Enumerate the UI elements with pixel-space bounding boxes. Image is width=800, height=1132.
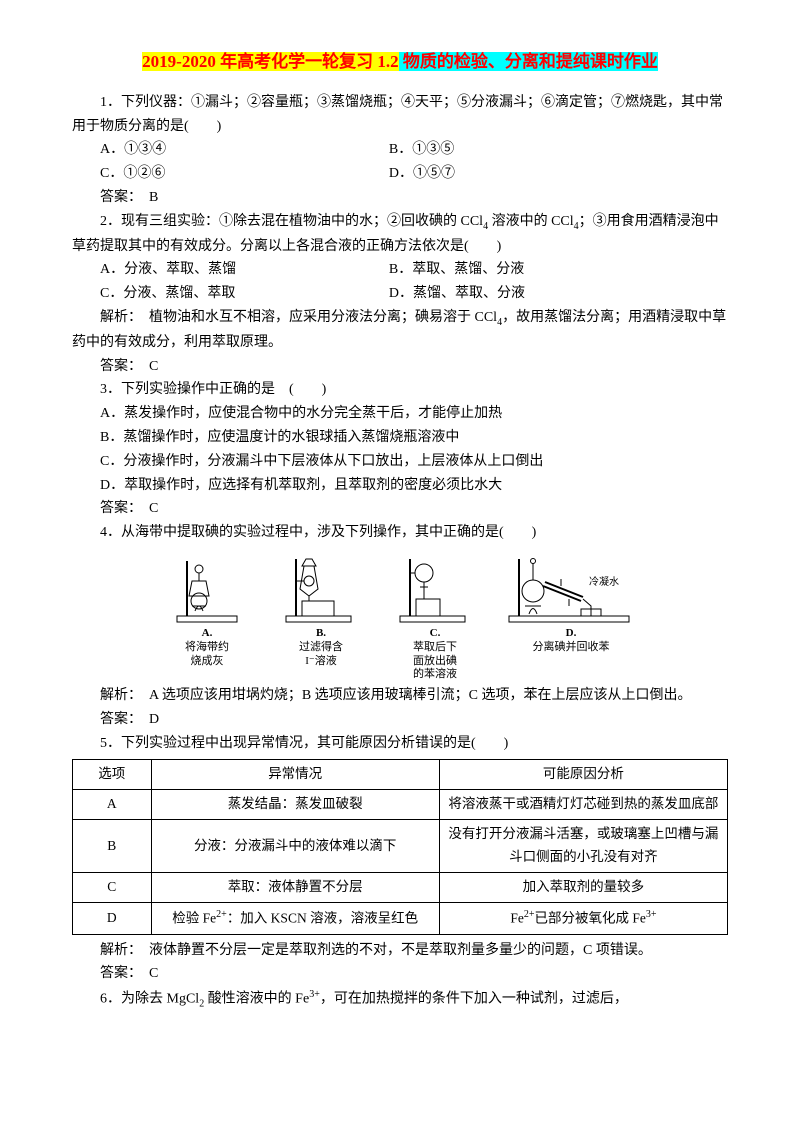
q6-stem: 6．为除去 MgCl2 酸性溶液中的 Fe3+，可在加热搅拌的条件下加入一种试剂… [72, 986, 728, 1012]
q3-opt-a: A．蒸发操作时，应使混合物中的水分完全蒸干后，才能停止加热 [72, 402, 728, 426]
fig-a-l2: 烧成灰 [185, 655, 229, 669]
q1-opt-b: B．①③⑤ [389, 138, 728, 162]
q3-stem: 3．下列实验操作中正确的是 ( ) [72, 378, 728, 402]
cell-a3: 将溶液蒸干或酒精灯灯芯碰到热的蒸发皿底部 [439, 790, 727, 820]
q5-answer: 答案： C [72, 962, 728, 986]
d2s: 2+ [216, 909, 227, 920]
q6-sup: 3+ [309, 989, 320, 1000]
q2-opt-c: C．分液、蒸馏、萃取 [100, 282, 389, 306]
fig-a-tag: A. [202, 627, 213, 639]
q2-answer: 答案： C [72, 355, 728, 379]
q4-fig-c: C. 萃取后下 面放出碘 的苯溶液 [387, 551, 483, 682]
q6-t1: 6．为除去 MgCl [100, 992, 199, 1007]
fig-d-l1: 分离碘并回收苯 [533, 641, 610, 655]
table-row: A 蒸发结晶：蒸发皿破裂 将溶液蒸干或酒精灯灯芯碰到热的蒸发皿底部 [73, 790, 728, 820]
q1-options-row1: A．①③④ B．①③⑤ [100, 138, 728, 162]
page-title: 2019-2020 年高考化学一轮复习 1.2 物质的检验、分离和提纯课时作业 [72, 48, 728, 77]
q2-opt-a: A．分液、萃取、蒸馏 [100, 258, 389, 282]
q3-opt-d: D．萃取操作时，应选择有机萃取剂，且萃取剂的密度必须比水大 [72, 474, 728, 498]
cell-b1: B [73, 820, 152, 873]
q4-figure-row: A. 将海带约 烧成灰 B. 过滤得含 I⁻溶液 [72, 551, 728, 682]
d3s2: 3+ [646, 909, 657, 920]
apparatus-a-icon [162, 551, 252, 626]
cell-a2: 蒸发结晶：蒸发皿破裂 [151, 790, 439, 820]
q4-explanation: 解析： A 选项应该用坩埚灼烧；B 选项应该用玻璃棒引流；C 选项，苯在上层应该… [72, 684, 728, 708]
q3-answer: 答案： C [72, 497, 728, 521]
q4-fig-d: 冷凝水 D. 分离碘并回收苯 [501, 551, 641, 682]
title-part2: 物质的检验、分离和提纯课时作业 [399, 52, 658, 71]
cell-c3: 加入萃取剂的量较多 [439, 873, 727, 903]
th-option: 选项 [73, 760, 152, 790]
cell-d2: 检验 Fe2+：加入 KSCN 溶液，溶液呈红色 [151, 903, 439, 934]
q2-stem-t1: 2．现有三组实验：①除去混在植物油中的水；②回收碘的 CCl [100, 214, 483, 229]
q2-opt-b: B．萃取、蒸馏、分液 [389, 258, 728, 282]
q2-options-row2: C．分液、蒸馏、萃取 D．蒸馏、萃取、分液 [100, 282, 728, 306]
q6-t3: ，可在加热搅拌的条件下加入一种试剂，过滤后， [320, 992, 628, 1007]
fig-b-l2: I⁻溶液 [299, 655, 343, 669]
q1-answer: 答案： B [72, 186, 728, 210]
q1-stem: 1．下列仪器：①漏斗；②容量瓶；③蒸馏烧瓶；④天平；⑤分液漏斗；⑥滴定管；⑦燃烧… [72, 91, 728, 139]
table-header-row: 选项 异常情况 可能原因分析 [73, 760, 728, 790]
fig-b-l1: 过滤得含 [299, 641, 343, 655]
table-row: D 检验 Fe2+：加入 KSCN 溶液，溶液呈红色 Fe2+已部分被氧化成 F… [73, 903, 728, 934]
fig-c-l3: 的苯溶液 [413, 668, 457, 682]
cell-c1: C [73, 873, 152, 903]
d3b: 已部分被氧化成 Fe [534, 911, 645, 926]
q4-fig-b: B. 过滤得含 I⁻溶液 [273, 551, 369, 682]
d2a: 检验 Fe [172, 911, 216, 926]
fig-c-tag: C. [430, 627, 441, 639]
q1-options-row2: C．①②⑥ D．①⑤⑦ [100, 162, 728, 186]
q1-opt-d: D．①⑤⑦ [389, 162, 728, 186]
q2-explanation: 解析： 植物油和水互不相溶，应采用分液法分离；碘易溶于 CCl4，故用蒸馏法分离… [72, 306, 728, 355]
q6-t2: 酸性溶液中的 Fe [204, 992, 309, 1007]
q4-fig-a-label: A. 将海带约 烧成灰 [185, 627, 229, 668]
table-row: C 萃取：液体静置不分层 加入萃取剂的量较多 [73, 873, 728, 903]
d3s1: 2+ [524, 909, 535, 920]
fig-c-l1: 萃取后下 [413, 641, 457, 655]
cell-b2: 分液：分液漏斗中的液体难以滴下 [151, 820, 439, 873]
q2-options-row1: A．分液、萃取、蒸馏 B．萃取、蒸馏、分液 [100, 258, 728, 282]
fig-d-tag: D. [566, 627, 577, 639]
apparatus-c-icon [390, 551, 480, 626]
fig-a-l1: 将海带约 [185, 641, 229, 655]
q3-opt-c: C．分液操作时，分液漏斗中下层液体从下口放出，上层液体从上口倒出 [72, 450, 728, 474]
q5-explanation: 解析： 液体静置不分层一定是萃取剂选的不对，不是萃取剂量多量少的问题，C 项错误… [72, 939, 728, 963]
apparatus-d-icon: 冷凝水 [501, 551, 641, 626]
cell-d1: D [73, 903, 152, 934]
q2-stem-t2: 溶液中的 CCl [488, 214, 574, 229]
cell-c2: 萃取：液体静置不分层 [151, 873, 439, 903]
q2-stem: 2．现有三组实验：①除去混在植物油中的水；②回收碘的 CCl4 溶液中的 CCl… [72, 210, 728, 259]
d3a: Fe [510, 911, 524, 926]
q1-opt-c: C．①②⑥ [100, 162, 389, 186]
q3-opt-b: B．蒸馏操作时，应使温度计的水银球插入蒸馏烧瓶溶液中 [72, 426, 728, 450]
q1-opt-a: A．①③④ [100, 138, 389, 162]
q4-stem: 4．从海带中提取碘的实验过程中，涉及下列操作，其中正确的是( ) [72, 521, 728, 545]
q4-fig-d-label: D. 分离碘并回收苯 [533, 627, 610, 655]
q4-fig-a: A. 将海带约 烧成灰 [159, 551, 255, 682]
th-reason: 可能原因分析 [439, 760, 727, 790]
fig-b-tag: B. [316, 627, 326, 639]
cell-a1: A [73, 790, 152, 820]
q5-stem: 5．下列实验过程中出现异常情况，其可能原因分析错误的是( ) [72, 732, 728, 756]
q4-answer: 答案： D [72, 708, 728, 732]
q5-table: 选项 异常情况 可能原因分析 A 蒸发结晶：蒸发皿破裂 将溶液蒸干或酒精灯灯芯碰… [72, 759, 728, 934]
apparatus-b-icon [276, 551, 366, 626]
cell-d3: Fe2+已部分被氧化成 Fe3+ [439, 903, 727, 934]
title-part1: 2019-2020 年高考化学一轮复习 1.2 [142, 52, 398, 71]
q2-exp-t1: 解析： 植物油和水互不相溶，应采用分液法分离；碘易溶于 CCl [100, 310, 497, 325]
th-abnormal: 异常情况 [151, 760, 439, 790]
q4-fig-b-label: B. 过滤得含 I⁻溶液 [299, 627, 343, 668]
svg-text:冷凝水: 冷凝水 [589, 575, 619, 588]
q4-fig-c-label: C. 萃取后下 面放出碘 的苯溶液 [413, 627, 457, 682]
table-row: B 分液：分液漏斗中的液体难以滴下 没有打开分液漏斗活塞，或玻璃塞上凹槽与漏斗口… [73, 820, 728, 873]
q2-opt-d: D．蒸馏、萃取、分液 [389, 282, 728, 306]
fig-c-l2: 面放出碘 [413, 655, 457, 669]
cell-b3: 没有打开分液漏斗活塞，或玻璃塞上凹槽与漏斗口侧面的小孔没有对齐 [439, 820, 727, 873]
d2b: ：加入 KSCN 溶液，溶液呈红色 [227, 911, 418, 926]
